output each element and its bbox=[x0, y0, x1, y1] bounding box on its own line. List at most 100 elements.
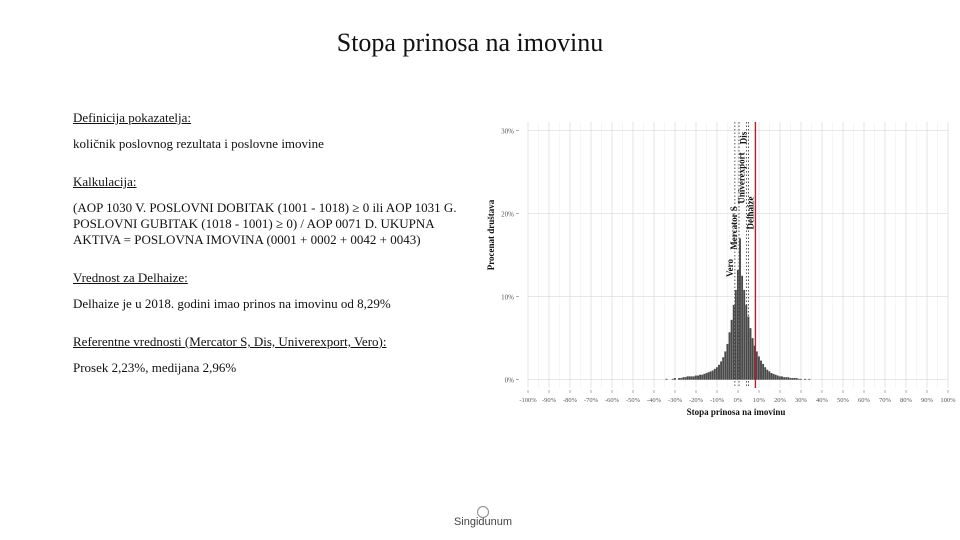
x-tick-label: 100% bbox=[940, 397, 956, 404]
histogram-bar bbox=[709, 371, 712, 380]
reference-heading: Referentne vrednosti (Mercator S, Dis, U… bbox=[73, 334, 387, 349]
histogram-bar bbox=[686, 376, 689, 380]
x-tick-label: 40% bbox=[816, 397, 829, 404]
histogram-bar bbox=[711, 370, 714, 380]
histogram-bar bbox=[785, 377, 788, 380]
histogram-bar bbox=[720, 361, 723, 380]
page-title: Stopa prinosa na imovinu bbox=[336, 28, 604, 57]
histogram-bar bbox=[726, 343, 729, 380]
y-tick-label: 10% bbox=[501, 294, 514, 302]
histogram-bar bbox=[760, 360, 762, 380]
histogram-bar bbox=[743, 289, 746, 380]
x-tick-label: 10% bbox=[753, 397, 766, 404]
histogram-bar bbox=[703, 373, 706, 380]
histogram-bar bbox=[699, 374, 702, 380]
histogram-bar bbox=[705, 373, 708, 380]
calculation-heading: Kalkulacija: bbox=[73, 174, 137, 189]
histogram-bar bbox=[753, 345, 756, 380]
histogram-bar bbox=[697, 375, 699, 380]
histogram-bar bbox=[776, 375, 779, 380]
histogram-bar bbox=[770, 373, 773, 380]
histogram-bar bbox=[732, 304, 735, 380]
x-tick-label: -20% bbox=[689, 397, 704, 404]
logo: Singidunum bbox=[448, 506, 518, 536]
histogram-bar bbox=[684, 377, 687, 380]
x-tick-label: -10% bbox=[710, 397, 725, 404]
histogram-svg: Vero Mercator S Univerexport Dis Delhaize 0%… bbox=[486, 122, 956, 417]
x-tick-label: -30% bbox=[668, 397, 683, 404]
histogram-bar bbox=[783, 377, 786, 380]
histogram-bar bbox=[745, 304, 748, 380]
histogram-bar bbox=[671, 378, 674, 380]
histogram-bar bbox=[755, 351, 758, 380]
definition-heading: Definicija pokazatelja: bbox=[73, 110, 192, 125]
histogram-bar bbox=[747, 316, 750, 380]
histogram-bar bbox=[795, 378, 798, 380]
x-tick-label: -70% bbox=[584, 397, 599, 404]
x-axis-title: Stopa prinosa na imovinu bbox=[687, 407, 786, 417]
y-tick-label: 0% bbox=[505, 377, 515, 385]
y-axis-title: Procenat društava bbox=[486, 199, 496, 270]
x-tick-label: 0% bbox=[734, 397, 743, 404]
histogram-bar bbox=[688, 376, 691, 380]
x-tick-label: -50% bbox=[626, 397, 641, 404]
histogram-bar bbox=[768, 371, 771, 380]
reference-line-label: Mercator S bbox=[729, 206, 739, 249]
histogram-bar bbox=[766, 369, 769, 380]
histogram-bar bbox=[793, 378, 796, 380]
reference-line-label: Dis bbox=[739, 131, 749, 144]
reference-text: Prosek 2,23%, medijana 2,96% bbox=[73, 360, 237, 375]
x-tick-label: 90% bbox=[921, 397, 934, 404]
x-tick-label: -40% bbox=[647, 397, 662, 404]
histogram-bar bbox=[665, 378, 668, 380]
histogram-bar bbox=[678, 378, 681, 380]
histogram-bar bbox=[724, 351, 727, 380]
histogram-bar bbox=[772, 373, 775, 380]
y-tick-label: 30% bbox=[501, 127, 514, 135]
histogram-bar bbox=[797, 378, 800, 380]
histogram-bar bbox=[741, 275, 744, 380]
histogram-bar bbox=[722, 357, 725, 380]
x-tick-label: 30% bbox=[795, 397, 808, 404]
histogram-bar bbox=[701, 374, 704, 380]
histogram-bar bbox=[781, 376, 783, 380]
histogram-bar bbox=[730, 319, 733, 380]
logo-text: Singidunum bbox=[453, 516, 513, 528]
histogram-bar bbox=[713, 368, 716, 380]
reference-line-label: Delhaize bbox=[745, 197, 755, 230]
x-tick-label: -60% bbox=[605, 397, 620, 404]
histogram-bar bbox=[680, 378, 683, 380]
histogram-bar bbox=[804, 378, 807, 380]
histogram-bar bbox=[694, 375, 697, 380]
histogram-bar bbox=[739, 238, 741, 380]
x-tick-label: 80% bbox=[900, 397, 913, 404]
histogram-bar bbox=[762, 363, 765, 380]
histogram-bar bbox=[757, 356, 760, 380]
histogram-bar bbox=[728, 332, 731, 380]
x-tick-label: -90% bbox=[542, 397, 557, 404]
calculation-text: (AOP 1030 V. POSLOVNI DOBITAK (1001 - 10… bbox=[73, 200, 457, 247]
histogram-bar bbox=[736, 269, 739, 380]
reference-line-label: Univerexport bbox=[736, 152, 746, 203]
histogram-bar bbox=[692, 376, 695, 380]
reference-line-label: Vero bbox=[725, 259, 735, 278]
y-tick-label: 20% bbox=[501, 210, 514, 218]
histogram-bar bbox=[791, 378, 794, 380]
x-tick-label: 20% bbox=[774, 397, 787, 404]
x-tick-label: 70% bbox=[879, 397, 892, 404]
histogram-bar bbox=[774, 374, 777, 380]
histogram-bar bbox=[787, 377, 790, 380]
x-tick-label: 50% bbox=[837, 397, 850, 404]
histogram-bar bbox=[764, 367, 767, 380]
histogram-bar bbox=[749, 328, 752, 380]
histogram-bar bbox=[718, 364, 720, 380]
description-panel: Definicija pokazatelja: količnik poslovn… bbox=[73, 110, 473, 398]
histogram-bar bbox=[690, 376, 693, 380]
histogram-bar bbox=[789, 378, 792, 380]
histogram-bar bbox=[808, 378, 811, 380]
histogram-bar bbox=[715, 367, 718, 380]
histogram-bar bbox=[682, 377, 685, 380]
histogram-bar bbox=[707, 372, 710, 380]
histogram-bar bbox=[778, 376, 781, 380]
histogram-bar bbox=[734, 289, 737, 380]
